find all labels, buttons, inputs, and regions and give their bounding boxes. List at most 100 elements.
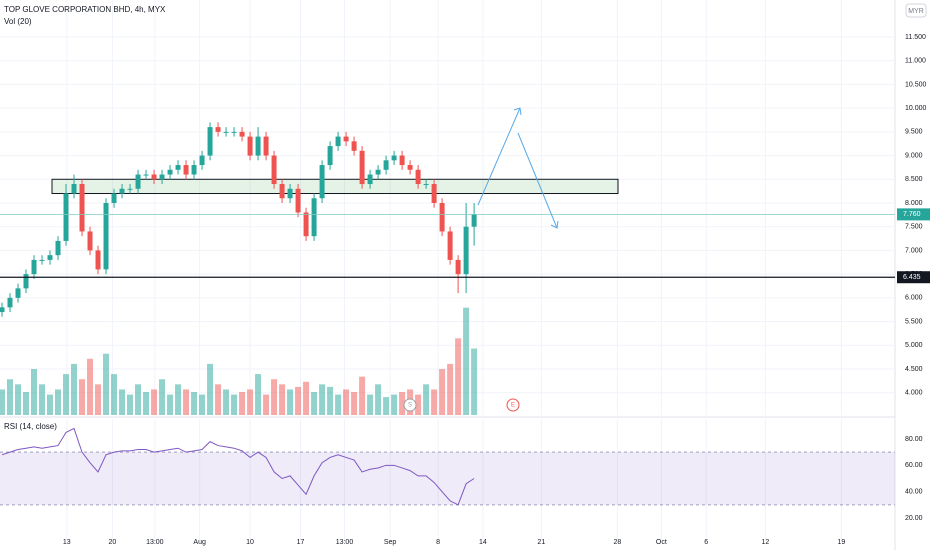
candle-body — [391, 155, 397, 161]
candle-body — [55, 240, 61, 256]
volume-bar — [319, 384, 326, 415]
rsi-tick-label: 20.00 — [905, 515, 923, 522]
volume-bar — [87, 358, 94, 415]
event-marker — [403, 398, 417, 412]
candle-body — [103, 202, 109, 270]
forecast-arrows — [477, 107, 559, 229]
volume-bar — [39, 384, 46, 415]
candle-body — [415, 169, 421, 185]
candle-body — [191, 165, 197, 175]
x-tick-label: Sep — [384, 539, 397, 546]
candle-body — [135, 174, 141, 189]
candle-body — [447, 231, 453, 260]
arrow-head — [513, 107, 522, 116]
candle-body — [31, 259, 37, 275]
currency-box[interactable] — [905, 3, 927, 18]
last-price-label: 7.760 — [903, 211, 921, 218]
candle-body — [399, 155, 405, 166]
candle-body — [183, 165, 189, 175]
volume-bar — [183, 389, 190, 415]
candle-body — [175, 165, 181, 170]
x-tick-label: 12 — [761, 539, 769, 546]
x-tick-label: 10 — [246, 539, 254, 546]
volume-bar — [367, 394, 374, 415]
x-tick-label: 13 — [63, 539, 71, 546]
volume-bar — [431, 389, 438, 415]
volume-bar — [231, 394, 238, 415]
x-tick-label: 14 — [479, 539, 487, 546]
candle-body — [0, 307, 5, 313]
volume-label: Vol (20) — [4, 17, 32, 26]
candle-body — [423, 184, 429, 186]
candle-body — [47, 255, 53, 260]
volume-bar — [127, 394, 134, 415]
rsi-tick-label: 40.00 — [905, 489, 923, 496]
volume-bar — [447, 363, 454, 415]
volume-bar — [255, 374, 262, 415]
rsi-tick-label: 80.00 — [905, 436, 923, 443]
y-tick-label: 10.500 — [905, 81, 927, 88]
volume-bar — [215, 384, 222, 415]
x-tick-label: 17 — [297, 539, 305, 546]
volume-bar — [279, 384, 286, 415]
x-tick-label: 13:00 — [146, 539, 164, 546]
candle-body — [63, 193, 69, 241]
candle-body — [431, 184, 437, 203]
volume-bar — [79, 379, 86, 415]
volume-bar — [103, 353, 110, 415]
x-tick-label: 6 — [704, 539, 708, 546]
volume-bar — [159, 379, 166, 415]
candle-body — [119, 188, 125, 194]
candle-body — [343, 136, 349, 142]
volume-bar — [71, 363, 78, 415]
candle-body — [215, 127, 221, 132]
candle-body — [223, 131, 229, 133]
currency[interactable]: MYR — [908, 8, 924, 15]
arrow-down — [517, 132, 558, 229]
event-label: E — [511, 403, 515, 409]
volume-bar — [23, 392, 30, 415]
volume-bar — [223, 389, 230, 415]
volume-bar — [415, 394, 422, 415]
candle-body — [71, 184, 77, 194]
volume-bar — [135, 384, 142, 415]
y-tick-label: 9.000 — [905, 152, 923, 159]
level-label: 6.435 — [903, 274, 921, 281]
candle-body — [231, 131, 237, 133]
x-tick-label: 20 — [109, 539, 117, 546]
volume-bar — [239, 392, 246, 415]
volume-bar — [7, 379, 14, 415]
volume-bar — [15, 384, 22, 415]
volume-bar — [199, 394, 206, 415]
volume-bar — [343, 389, 350, 415]
rsi-label: RSI (14, close) — [4, 422, 57, 431]
y-tick-label: 7.500 — [905, 224, 923, 231]
candle-body — [143, 174, 149, 176]
volume-bar — [271, 379, 278, 415]
candle-body — [311, 198, 317, 237]
volume-bar — [263, 394, 270, 415]
y-tick-label: 11.500 — [905, 34, 926, 41]
volume-bar — [359, 376, 366, 415]
volume-bar — [351, 392, 358, 415]
candle-body — [127, 188, 133, 190]
y-tick-label: 5.500 — [905, 318, 923, 325]
candle-body — [439, 202, 445, 232]
volume-bar — [111, 374, 118, 415]
y-tick-label: 4.000 — [905, 390, 923, 397]
y-tick-label: 4.500 — [905, 366, 923, 373]
y-tick-label: 5.000 — [905, 342, 923, 349]
chart-title: TOP GLOVE CORPORATION BHD, 4h, MYX — [4, 5, 166, 14]
volume-bar — [471, 348, 478, 415]
volume-bar — [439, 369, 446, 415]
candle-body — [327, 146, 333, 166]
volume-bar — [175, 384, 182, 415]
y-tick-label: 8.500 — [905, 176, 923, 183]
candle-body — [111, 193, 117, 203]
event-marker — [506, 398, 520, 412]
arrow-up — [477, 107, 521, 206]
candle-body — [471, 214, 477, 227]
volume-bar — [31, 369, 38, 415]
candle-body — [39, 259, 45, 261]
